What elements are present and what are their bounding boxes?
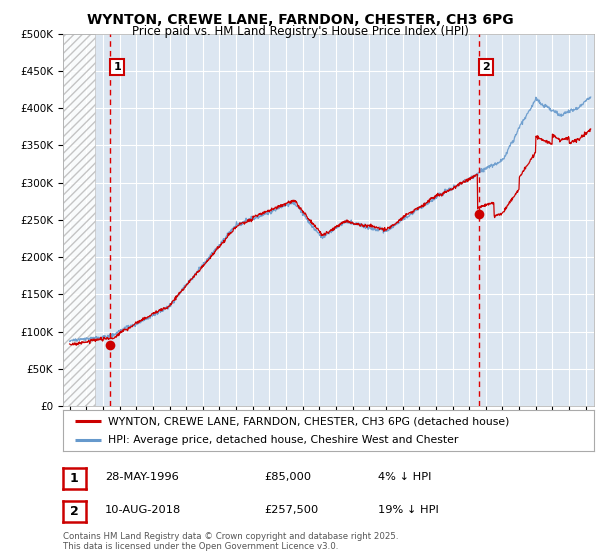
Text: £85,000: £85,000 — [264, 472, 311, 482]
Text: 10-AUG-2018: 10-AUG-2018 — [105, 505, 181, 515]
Bar — [63, 34, 95, 406]
Text: WYNTON, CREWE LANE, FARNDON, CHESTER, CH3 6PG (detached house): WYNTON, CREWE LANE, FARNDON, CHESTER, CH… — [108, 417, 509, 426]
Text: Contains HM Land Registry data © Crown copyright and database right 2025.
This d: Contains HM Land Registry data © Crown c… — [63, 532, 398, 552]
Text: £257,500: £257,500 — [264, 505, 318, 515]
Text: 2: 2 — [70, 505, 79, 518]
Text: WYNTON, CREWE LANE, FARNDON, CHESTER, CH3 6PG: WYNTON, CREWE LANE, FARNDON, CHESTER, CH… — [86, 13, 514, 27]
Text: 4% ↓ HPI: 4% ↓ HPI — [378, 472, 431, 482]
Text: 1: 1 — [113, 62, 121, 72]
Text: 28-MAY-1996: 28-MAY-1996 — [105, 472, 179, 482]
Text: HPI: Average price, detached house, Cheshire West and Chester: HPI: Average price, detached house, Ches… — [108, 435, 458, 445]
Text: Price paid vs. HM Land Registry's House Price Index (HPI): Price paid vs. HM Land Registry's House … — [131, 25, 469, 38]
Text: 1: 1 — [70, 472, 79, 486]
Text: 19% ↓ HPI: 19% ↓ HPI — [378, 505, 439, 515]
Text: 2: 2 — [482, 62, 490, 72]
